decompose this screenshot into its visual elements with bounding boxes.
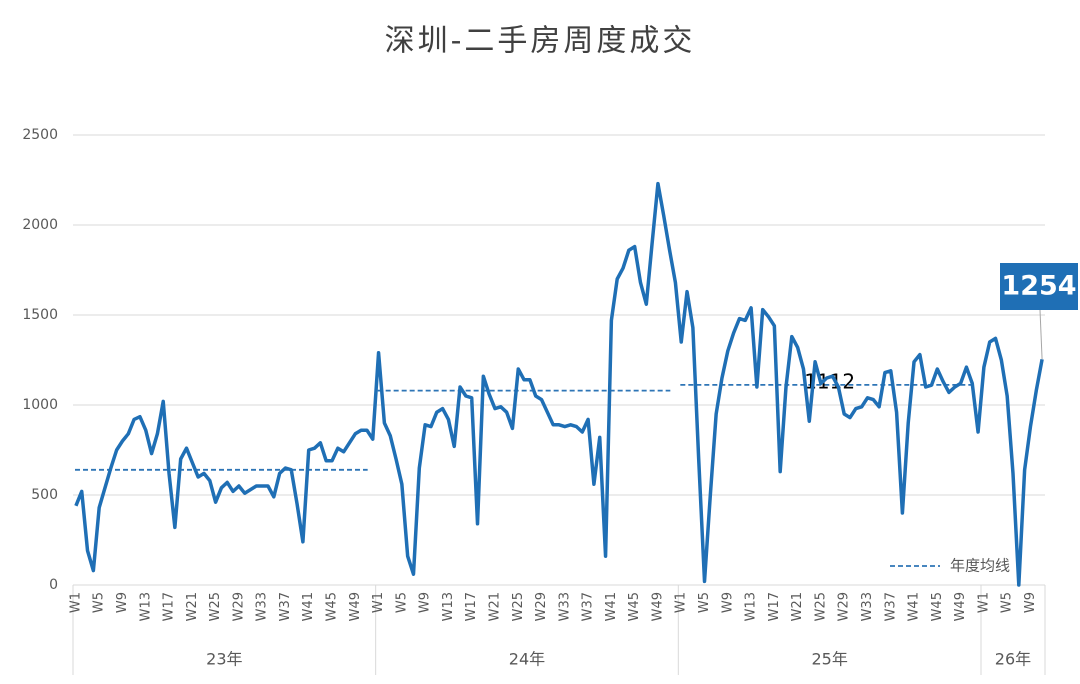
x-tick-label: W29 bbox=[534, 592, 549, 621]
x-tick-label: W13 bbox=[138, 592, 153, 621]
x-tick-label: W45 bbox=[325, 592, 340, 621]
x-tick-label: W33 bbox=[860, 592, 875, 621]
x-tick-label: W25 bbox=[813, 592, 828, 621]
y-tick-label: 2000 bbox=[22, 217, 58, 233]
x-tick-label: W9 bbox=[720, 592, 735, 613]
x-tick-label: W21 bbox=[185, 592, 200, 621]
chart-title: 深圳-二手房周度成交 bbox=[385, 24, 696, 59]
x-tick-label: W5 bbox=[1000, 592, 1015, 613]
callout-leader bbox=[1039, 309, 1043, 360]
x-tick-label: W41 bbox=[907, 592, 922, 621]
x-tick-label: W5 bbox=[394, 592, 409, 613]
x-tick-label: W13 bbox=[744, 592, 759, 621]
x-tick-label: W21 bbox=[487, 592, 502, 621]
x-tick-label: W13 bbox=[441, 592, 456, 621]
x-tick-label: W5 bbox=[92, 592, 107, 613]
group-label: 24年 bbox=[509, 650, 545, 669]
x-tick-label: W45 bbox=[627, 592, 642, 621]
group-label: 23年 bbox=[206, 650, 242, 669]
x-tick-label: W21 bbox=[790, 592, 805, 621]
legend-label: 年度均线 bbox=[950, 557, 1010, 575]
y-tick-label: 0 bbox=[49, 577, 58, 593]
x-tick-label: W1 bbox=[976, 592, 991, 613]
x-tick-label: W1 bbox=[674, 592, 689, 613]
group-label: 26年 bbox=[995, 650, 1031, 669]
x-tick-label: W37 bbox=[581, 592, 596, 621]
x-tick-label: W5 bbox=[697, 592, 712, 613]
x-tick-label: W9 bbox=[1023, 592, 1038, 613]
y-tick-label: 500 bbox=[31, 487, 58, 503]
y-tick-label: 1500 bbox=[22, 307, 58, 323]
x-tick-label: W9 bbox=[115, 592, 130, 613]
x-tick-label: W29 bbox=[231, 592, 246, 621]
data-line bbox=[74, 181, 1044, 587]
group-label: 25年 bbox=[811, 650, 847, 669]
x-tick-label: W9 bbox=[418, 592, 433, 613]
x-tick-label: W33 bbox=[557, 592, 572, 621]
x-tick-label: W1 bbox=[371, 592, 386, 613]
x-tick-label: W37 bbox=[883, 592, 898, 621]
y-tick-label: 1000 bbox=[22, 397, 58, 413]
x-tick-label: W1 bbox=[68, 592, 83, 613]
end-label: 1254 bbox=[1001, 271, 1076, 302]
x-tick-label: W17 bbox=[767, 592, 782, 621]
x-tick-label: W49 bbox=[650, 592, 665, 621]
x-tick-label: W17 bbox=[162, 592, 177, 621]
x-tick-label: W29 bbox=[837, 592, 852, 621]
x-tick-label: W49 bbox=[953, 592, 968, 621]
x-tick-label: W45 bbox=[930, 592, 945, 621]
x-tick-label: W17 bbox=[464, 592, 479, 621]
x-tick-label: W25 bbox=[511, 592, 526, 621]
y-tick-label: 2500 bbox=[22, 127, 58, 143]
x-tick-label: W41 bbox=[301, 592, 316, 621]
x-tick-label: W25 bbox=[208, 592, 223, 621]
x-tick-label: W37 bbox=[278, 592, 293, 621]
callout-box bbox=[1000, 263, 1078, 310]
x-tick-label: W49 bbox=[348, 592, 363, 621]
x-tick-label: W33 bbox=[255, 592, 270, 621]
x-tick-label: W41 bbox=[604, 592, 619, 621]
